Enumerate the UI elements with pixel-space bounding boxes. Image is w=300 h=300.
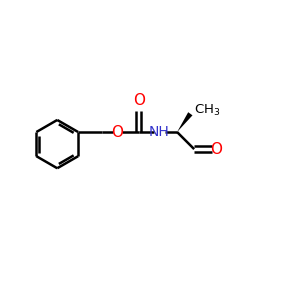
- Text: NH: NH: [148, 125, 169, 139]
- Text: CH$_3$: CH$_3$: [194, 103, 221, 118]
- Text: O: O: [112, 124, 124, 140]
- Text: O: O: [133, 94, 145, 109]
- Polygon shape: [177, 112, 193, 132]
- Text: O: O: [210, 142, 222, 157]
